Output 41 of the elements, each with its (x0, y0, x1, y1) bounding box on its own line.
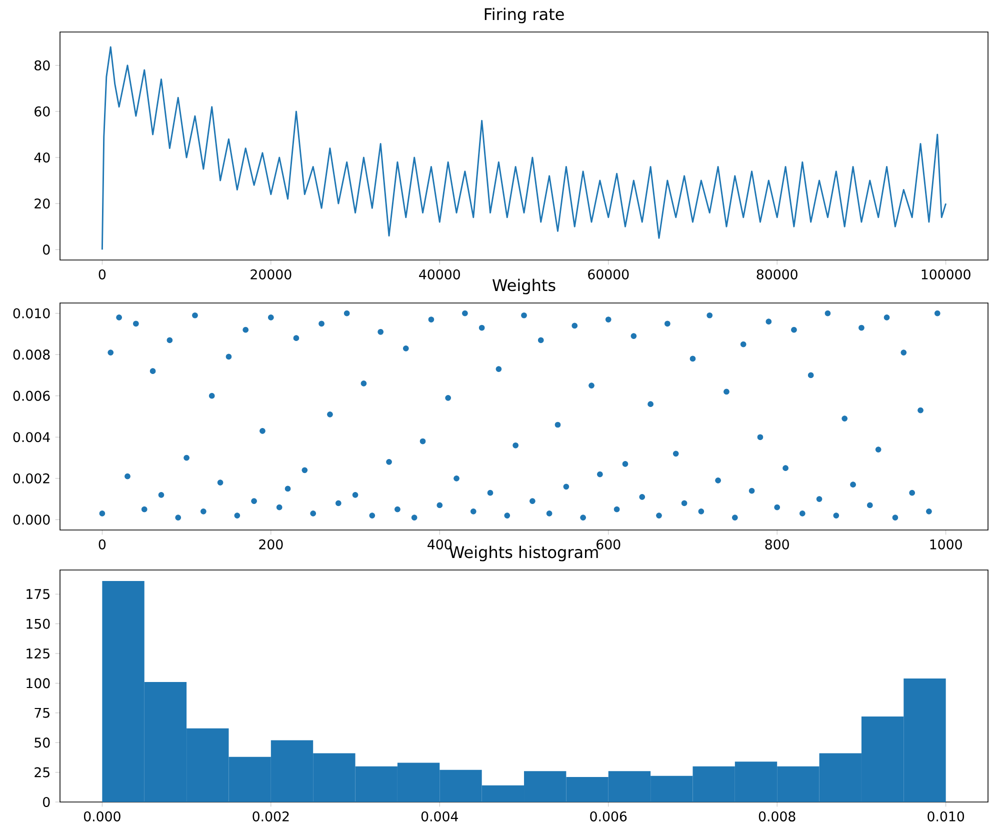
y-tick-label: 60 (34, 106, 50, 116)
y-tick-label: 0 (43, 796, 50, 808)
x-tick-label: 0.004 (421, 811, 458, 822)
x-tick-label: 0 (98, 539, 106, 550)
y-tick-label: 0.002 (13, 473, 50, 484)
x-tick-label: 0 (98, 269, 106, 280)
x-tick-label: 600 (596, 539, 620, 550)
x-tick-label: 80000 (756, 269, 798, 280)
x-tick-label: 800 (765, 539, 789, 550)
y-tick-label: 40 (34, 152, 50, 163)
y-tick-label: 0 (43, 244, 50, 255)
x-tick-label: 0.010 (928, 811, 964, 822)
y-tick-label: 0.004 (13, 432, 50, 442)
y-tick-label: 50 (34, 738, 50, 748)
y-tick-label: 0.010 (13, 308, 50, 318)
chart-title: Weights histogram (449, 546, 598, 562)
y-tick-label: 75 (34, 708, 50, 718)
y-tick-label: 125 (26, 648, 50, 659)
y-tick-label: 0.000 (13, 514, 50, 525)
chart-title: Weights (492, 278, 556, 294)
y-tick-label: 20 (34, 198, 50, 209)
x-tick-label: 200 (259, 539, 283, 550)
x-tick-label: 20000 (250, 269, 292, 280)
line-series (101, 46, 947, 250)
x-tick-label: 0.006 (590, 811, 627, 822)
x-tick-label: 0.002 (252, 811, 289, 822)
y-tick-label: 25 (34, 767, 50, 778)
y-tick-label: 150 (26, 618, 50, 629)
x-tick-label: 400 (428, 539, 452, 550)
y-tick-label: 175 (26, 589, 50, 600)
chart-title: Firing rate (484, 8, 564, 24)
y-tick-label: 0.008 (13, 350, 50, 360)
x-tick-label: 0.008 (758, 811, 796, 822)
x-tick-label: 100000 (922, 269, 970, 280)
y-tick-label: 100 (26, 678, 50, 688)
x-tick-label: 0.000 (84, 811, 120, 822)
y-tick-label: 0.006 (13, 390, 50, 401)
y-tick-label: 80 (34, 60, 50, 70)
x-tick-label: 1000 (930, 539, 962, 550)
x-tick-label: 60000 (588, 269, 629, 280)
x-tick-label: 40000 (419, 269, 460, 280)
